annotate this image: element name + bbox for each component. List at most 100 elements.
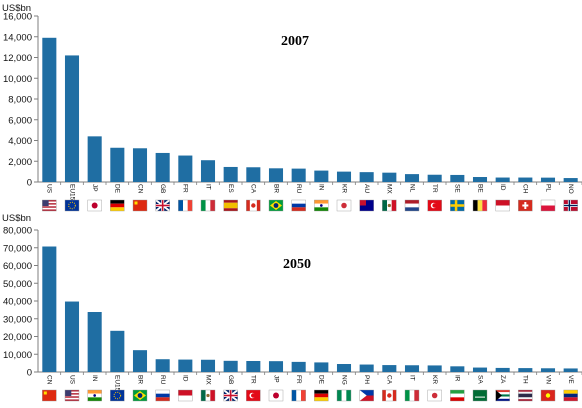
x-tick-label: RU xyxy=(159,375,166,385)
y-tick-label: 2,000 xyxy=(8,157,32,168)
flag-ch-icon xyxy=(518,199,533,212)
bar-kr xyxy=(427,365,442,372)
x-tick-label: CH xyxy=(522,184,529,194)
flag-no-icon xyxy=(563,199,578,212)
flag-it-icon xyxy=(200,199,216,212)
flag-it-icon xyxy=(404,389,420,402)
bar-eu15 xyxy=(110,330,125,372)
x-tick-label: IT xyxy=(204,184,211,190)
bar-es xyxy=(223,166,238,182)
x-tick-label: CN xyxy=(136,184,143,194)
x-tick-label: JP xyxy=(272,375,279,383)
flag-es-icon xyxy=(223,199,238,212)
bar-de xyxy=(314,362,329,372)
flag-mx-icon xyxy=(200,389,216,402)
y-tick-label: 10,000 xyxy=(3,350,32,361)
x-tick-label: EU15 xyxy=(114,375,121,392)
flag-gb-icon xyxy=(223,389,239,402)
flag-kr-icon xyxy=(427,389,442,402)
flag-de-icon xyxy=(110,199,125,212)
flag-in-icon xyxy=(87,389,102,402)
x-tick-label: TH xyxy=(522,375,529,384)
flag-tr-icon xyxy=(427,199,442,212)
x-tick-label: FR xyxy=(182,184,189,193)
y-tick-label: 16,000 xyxy=(3,12,32,23)
bar-mx xyxy=(382,172,397,182)
y-tick-label: 20,000 xyxy=(3,332,32,343)
x-tick-label: IN xyxy=(318,184,325,191)
bar-us xyxy=(42,37,57,182)
x-tick-label: AU xyxy=(363,184,370,193)
bar-kr xyxy=(336,171,352,182)
x-tick-label: ID xyxy=(499,184,506,191)
flag-jp-icon xyxy=(268,389,284,402)
x-tick-label: CN xyxy=(46,375,53,385)
x-tick-label: DE xyxy=(318,375,325,385)
flag-au-icon xyxy=(359,199,374,212)
bar-cn xyxy=(42,246,57,372)
x-tick-label: CA xyxy=(250,184,257,194)
flag-ng-icon xyxy=(336,389,352,402)
x-tick-label: US xyxy=(68,375,75,385)
x-tick-label: BR xyxy=(272,184,279,193)
x-tick-label: FR xyxy=(295,375,302,384)
bar-pl xyxy=(540,177,556,182)
flag-nl-icon xyxy=(404,199,420,212)
x-tick-label: ID xyxy=(182,375,189,382)
flag-vn-icon xyxy=(540,389,556,402)
flag-cn-icon xyxy=(132,199,148,212)
flag-pl-icon xyxy=(540,199,556,212)
x-tick-label: RU xyxy=(295,184,302,194)
flag-ir-icon xyxy=(450,389,465,402)
x-tick-label: PH xyxy=(363,375,370,384)
y-tick-label: 0 xyxy=(27,178,32,189)
x-tick-label: TR xyxy=(250,375,257,384)
bar-au xyxy=(359,172,374,182)
x-tick-label: ES xyxy=(227,184,234,193)
x-tick-label: ZA xyxy=(499,375,506,384)
bar-id xyxy=(178,359,193,372)
flag-kr-icon xyxy=(336,199,352,212)
flag-ru-icon xyxy=(291,199,306,212)
x-tick-label: VE xyxy=(567,375,574,384)
y-tick-label: 6,000 xyxy=(8,115,32,126)
chart-2007: 0 2,000 4,000 6,000 8,000 10,000 12,000 14,000 1… xyxy=(2,3,582,212)
chart-year-title: 2050 xyxy=(283,257,311,272)
bar-br xyxy=(132,350,148,372)
x-tick-label: IN xyxy=(91,375,98,382)
flag-in-icon xyxy=(314,199,329,212)
chart-2050: 0 10,000 20,000 30,000 40,000 50,000 60,000 70,… xyxy=(2,213,582,402)
bar-gb xyxy=(155,152,170,182)
flag-ve-icon xyxy=(563,389,578,402)
x-tick-label: NG xyxy=(340,375,347,385)
bar-fr xyxy=(178,155,193,182)
y-tick-label: 70,000 xyxy=(3,243,32,254)
bar-jp xyxy=(87,136,102,182)
y-axis-unit-label: US$bn xyxy=(2,3,31,14)
flag-sa-icon xyxy=(472,389,488,402)
flag-id-icon xyxy=(178,389,193,402)
bar-id xyxy=(495,177,510,182)
bar-it xyxy=(404,365,420,372)
y-tick-label: 12,000 xyxy=(3,53,32,64)
flag-eu15-icon xyxy=(110,389,125,402)
y-tick-label: 40,000 xyxy=(3,297,32,308)
bar-ng xyxy=(336,364,352,372)
flag-th-icon xyxy=(518,389,533,402)
bar-vn xyxy=(540,368,556,372)
y-tick-label: 60,000 xyxy=(3,261,32,272)
x-tick-label: IR xyxy=(454,375,461,382)
flag-fr-icon xyxy=(178,199,193,212)
flag-tr-icon xyxy=(246,389,261,402)
x-tick-label: NO xyxy=(567,184,574,194)
bar-in xyxy=(314,170,329,182)
flag-se-icon xyxy=(450,199,465,212)
bar-be xyxy=(472,177,488,182)
bar-fr xyxy=(291,361,306,372)
x-tick-label: BE xyxy=(476,184,483,193)
bar-ca xyxy=(382,365,397,372)
flag-us-icon xyxy=(64,389,80,402)
x-tick-label: BR xyxy=(136,375,143,384)
flag-br-icon xyxy=(132,389,148,402)
y-tick-label: 8,000 xyxy=(8,95,32,106)
